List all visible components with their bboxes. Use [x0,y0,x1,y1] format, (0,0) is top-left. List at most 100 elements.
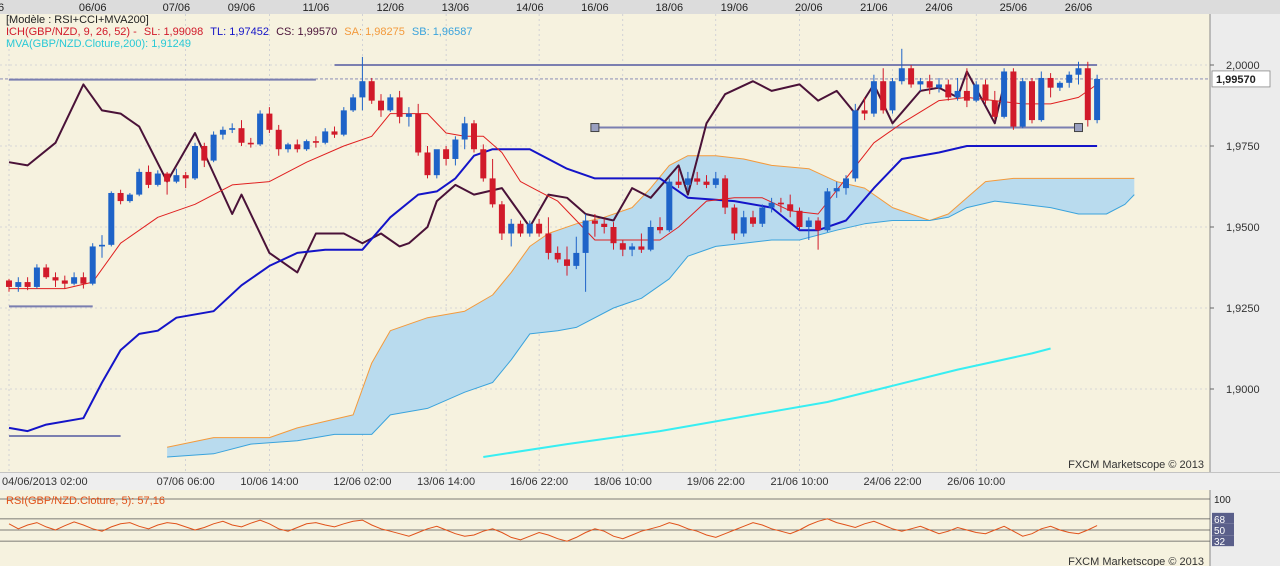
candle-bullish [71,277,78,284]
candle-bullish [229,128,236,130]
candle-bearish [861,110,868,114]
mva-legend: MVA(GBP/NZD.Cloture,200): 1,91249 [6,38,192,50]
rsi-tick-label: 32 [1214,537,1226,548]
x-tick-label: 21/06 10:00 [770,476,828,488]
chart-legend: [Modèle : RSI+CCI+MVA200] ICH(GBP/NZD, 9… [6,14,472,50]
candle-bullish [192,146,198,179]
candle-bearish [247,142,254,145]
candle-bearish [1029,81,1035,121]
candle-bullish [285,144,291,150]
candle-bullish [322,131,329,143]
x-tick-label: 18/06 10:00 [594,476,652,488]
candle-bullish [1038,77,1045,121]
candle-bullish [647,227,654,250]
candle-bullish [666,181,673,231]
candle-bearish [312,141,319,143]
candle-bearish [396,97,403,117]
candle-bullish [843,178,849,189]
x-tick-label: 10/06 14:00 [240,476,298,488]
candle-bullish [126,194,133,202]
y-tick-label: 2,0000 [1226,60,1260,72]
candle-bearish [564,259,570,266]
candle-bullish [712,178,719,185]
mva200-line [483,347,1051,458]
rsi-background [0,490,1210,566]
x-tick-label: 04/06/2013 02:00 [2,476,88,488]
candle-bearish [275,129,282,150]
candle-bullish [973,84,980,101]
candle-bearish [52,277,59,281]
rsi-tick-label: 50 [1214,526,1226,537]
candle-bearish [498,204,505,234]
candle-bullish [936,84,942,88]
tenkan-sen-line [9,83,1098,290]
candle-bearish [378,100,384,111]
candle-bearish [415,113,422,153]
top-date-label: 12/06 [377,2,405,14]
top-date-label: 05/06 [0,2,4,14]
candle-bullish [740,217,747,234]
time-axis: 04/06/2013 02:00 07/06 06:00 10/06 14:00 12… [0,472,1280,490]
candle-bearish [182,175,189,179]
candle-bearish [368,81,375,101]
x-tick-label: 26/06 10:00 [947,476,1005,488]
last-price-badge [1211,70,1271,88]
candle-bearish [982,84,989,101]
candle-bullish [582,220,589,253]
candle-bearish [536,223,543,234]
price-chart[interactable]: 2,0000 1,9750 1,9500 1,9250 1,9000 1,99570 FXC… [0,14,1280,472]
candle-bullish [824,191,831,231]
candle-bullish [89,246,96,284]
candle-bearish [43,267,50,278]
y-tick-label: 1,9750 [1226,141,1260,153]
candle-bullish [852,110,859,179]
candle-bearish [61,280,68,284]
candle-bearish [945,84,952,98]
candle-bearish [117,192,124,202]
candle-bearish [331,131,338,135]
x-tick-label: 19/06 22:00 [687,476,745,488]
candle-bearish [796,210,803,227]
candle-bullish [954,90,961,98]
candle-bullish [768,202,775,208]
top-date-label: 13/06 [442,2,470,14]
candle-bearish [731,207,738,234]
rsi-tick-label: 100 [1214,495,1231,506]
rsi-level-badge [1212,524,1234,535]
candle-bearish [266,113,273,130]
candle-bearish [675,181,682,185]
candle-bullish [870,81,877,114]
top-date-label: 20/06 [795,2,823,14]
ichimoku-label: ICH(GBP/NZD, 9, 26, 52) - [6,26,137,38]
candle-bullish [1075,68,1082,75]
candle-bullish [629,246,636,250]
candle-bullish [898,68,905,82]
candle-bullish [889,81,896,111]
candle-bullish [461,123,468,140]
candle-bullish [350,97,357,111]
candle-bullish [387,97,394,111]
candle-bearish [1084,68,1091,121]
candle-bearish [517,223,524,234]
candle-bullish [340,110,347,135]
top-date-label: 26/06 [1065,2,1093,14]
candle-bullish [452,139,459,159]
candle-bullish [99,244,105,247]
candle-bullish [1066,74,1073,83]
candle-bullish [526,223,533,234]
rsi-line [8,518,1098,542]
candle-bullish [359,81,366,98]
candle-bullish [1094,78,1101,121]
candle-bearish [294,144,301,150]
y-tick-label: 1,9250 [1226,303,1260,315]
top-date-label: 07/06 [163,2,191,14]
candle-bullish [1001,71,1008,117]
candle-bearish [787,204,794,211]
x-tick-label: 16/06 22:00 [510,476,568,488]
top-date-label: 21/06 [860,2,888,14]
candle-bearish [1010,71,1017,127]
candle-bearish [6,280,12,287]
senkou-span-a-line [166,155,1135,448]
candle-bearish [619,243,626,250]
